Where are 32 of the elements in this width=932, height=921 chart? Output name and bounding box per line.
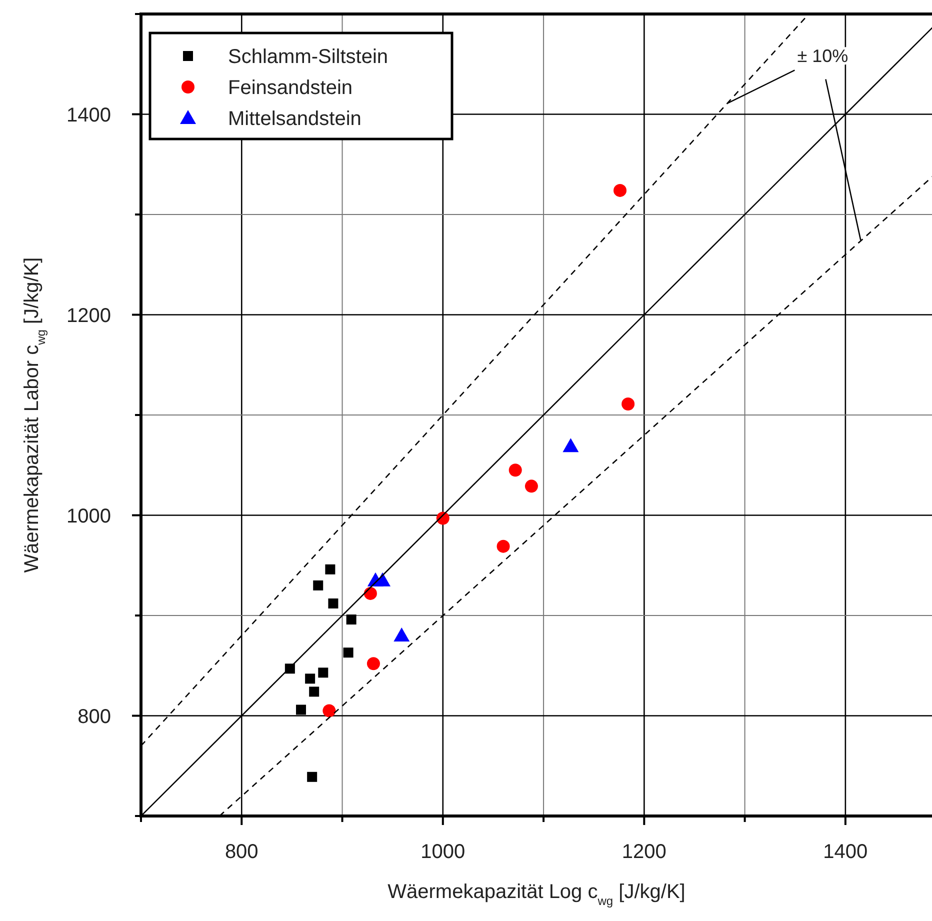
point [496,540,510,553]
point [343,648,354,658]
point [622,397,635,410]
point [307,772,318,782]
point [325,564,336,574]
point [524,480,538,493]
point [309,686,320,697]
legend-label: Schlamm-Siltstein [228,46,388,68]
point [318,668,328,678]
y-tick-label: 1200 [66,304,111,327]
point [313,580,324,590]
legend-label: Mittelsandstein [228,108,362,130]
y-tick-label: 1400 [66,104,111,126]
point [394,628,410,642]
point [374,572,391,586]
y-tick-label: 1000 [66,505,111,528]
x-tick-label: 1200 [622,841,666,863]
point [614,184,627,197]
point [508,464,522,477]
y-tick-label: 800 [78,706,111,728]
point [346,614,356,625]
point [322,704,336,718]
point [562,438,579,452]
point [328,598,338,608]
x-tick-label: 1400 [823,841,868,863]
x-tick-label: 1000 [420,841,466,863]
point [305,674,316,684]
legend-label: Feinsandstein [228,77,353,99]
point [366,657,380,670]
point [296,704,306,715]
x-tick-label: 800 [224,841,258,863]
x-axis-title: Wäermekapazität Log c$_{wg}$ [J/kg/K] [388,881,686,908]
